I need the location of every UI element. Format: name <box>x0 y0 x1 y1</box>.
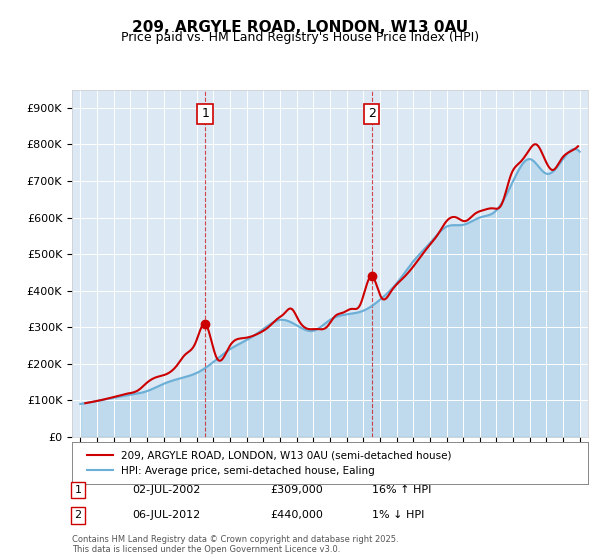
Text: 1: 1 <box>201 108 209 120</box>
Legend: 209, ARGYLE ROAD, LONDON, W13 0AU (semi-detached house), HPI: Average price, sem: 209, ARGYLE ROAD, LONDON, W13 0AU (semi-… <box>82 447 455 480</box>
Text: 2: 2 <box>74 510 82 520</box>
Text: 16% ↑ HPI: 16% ↑ HPI <box>372 485 431 495</box>
Text: 02-JUL-2002: 02-JUL-2002 <box>132 485 200 495</box>
Text: £309,000: £309,000 <box>270 485 323 495</box>
Text: 06-JUL-2012: 06-JUL-2012 <box>132 510 200 520</box>
Text: Contains HM Land Registry data © Crown copyright and database right 2025.
This d: Contains HM Land Registry data © Crown c… <box>72 535 398 554</box>
Text: 209, ARGYLE ROAD, LONDON, W13 0AU: 209, ARGYLE ROAD, LONDON, W13 0AU <box>132 20 468 35</box>
Text: 1: 1 <box>74 485 82 495</box>
Text: £440,000: £440,000 <box>270 510 323 520</box>
Text: Price paid vs. HM Land Registry's House Price Index (HPI): Price paid vs. HM Land Registry's House … <box>121 31 479 44</box>
Text: 2: 2 <box>368 108 376 120</box>
Text: 1% ↓ HPI: 1% ↓ HPI <box>372 510 424 520</box>
